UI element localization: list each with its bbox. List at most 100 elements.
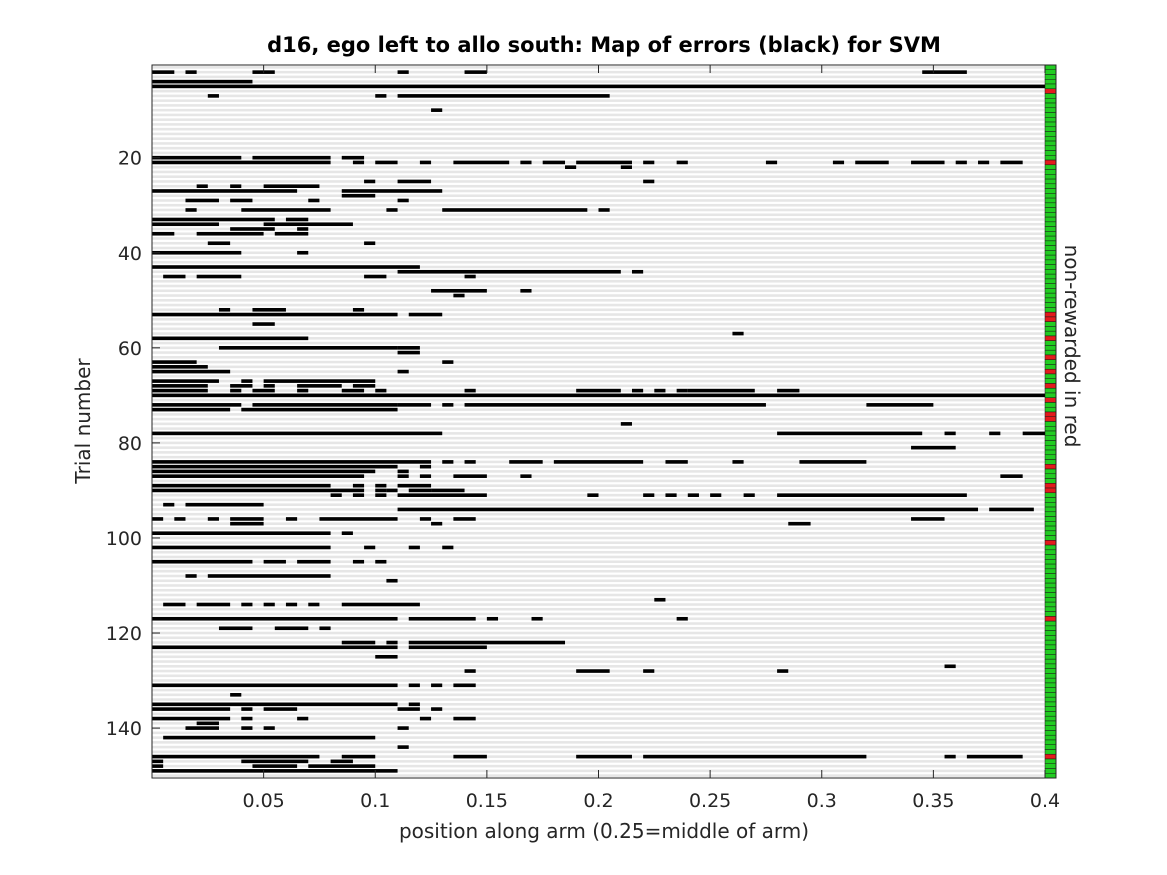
error-segment xyxy=(464,460,476,464)
rewarded-marker xyxy=(1044,155,1057,161)
trial-row xyxy=(152,631,1045,635)
trial-row xyxy=(152,712,1045,716)
error-segment xyxy=(486,616,499,621)
trial-row xyxy=(152,108,1045,112)
rewarded-marker xyxy=(1044,136,1057,142)
error-segment xyxy=(207,94,219,98)
error-segment xyxy=(386,488,398,493)
rewarded-marker xyxy=(1044,193,1057,199)
rewarded-marker xyxy=(1044,592,1057,598)
error-segment xyxy=(152,189,298,193)
error-segment xyxy=(152,702,398,707)
trial-row xyxy=(152,455,1045,459)
rewarded-marker xyxy=(1044,668,1057,674)
rewarded-marker xyxy=(1044,69,1057,75)
error-segment xyxy=(230,227,275,231)
trial-row xyxy=(152,341,1045,345)
trial-row xyxy=(152,484,1045,487)
rewarded-marker xyxy=(1044,521,1057,527)
trial-row xyxy=(152,555,1045,559)
trial-row xyxy=(152,313,1045,316)
error-segment xyxy=(375,160,398,165)
error-segment xyxy=(442,545,454,550)
error-segment xyxy=(397,269,621,274)
rewarded-marker xyxy=(1044,83,1057,90)
trial-row xyxy=(152,322,1045,326)
trial-row xyxy=(152,503,1045,506)
rewarded-marker xyxy=(1044,197,1057,204)
error-segment xyxy=(152,517,164,521)
error-segment xyxy=(152,160,331,165)
non-rewarded-marker xyxy=(1044,540,1057,546)
trial-row xyxy=(152,99,1045,102)
trial-row xyxy=(152,736,1045,739)
non-rewarded-marker xyxy=(1044,483,1057,489)
trial-row xyxy=(152,660,1045,663)
error-segment xyxy=(341,388,365,393)
trial-row xyxy=(152,375,1045,378)
error-segment xyxy=(654,388,666,393)
trial-row xyxy=(152,356,1045,359)
trial-row xyxy=(152,332,1045,335)
error-segment xyxy=(944,664,956,669)
trial-row xyxy=(152,118,1045,121)
non-rewarded-marker xyxy=(1044,88,1057,94)
trial-row xyxy=(152,289,1045,293)
rewarded-marker xyxy=(1044,145,1057,151)
trial-row xyxy=(152,684,1045,687)
error-segment xyxy=(152,483,331,488)
x-tick-label: 0.4 xyxy=(1030,790,1060,812)
error-segment xyxy=(252,322,275,326)
error-segment xyxy=(297,250,309,255)
error-segment xyxy=(408,645,487,650)
rewarded-marker xyxy=(1044,639,1057,646)
error-segment xyxy=(944,431,956,436)
error-segment xyxy=(230,693,242,697)
rewarded-marker xyxy=(1044,98,1057,104)
rewarded-marker xyxy=(1044,254,1057,261)
trial-row xyxy=(152,113,1045,117)
error-segment xyxy=(1000,474,1023,478)
error-segment xyxy=(397,474,409,478)
error-segment xyxy=(576,669,610,673)
trial-row xyxy=(152,470,1045,473)
error-segment xyxy=(665,460,688,464)
rewarded-marker xyxy=(1044,359,1057,365)
trial-row xyxy=(152,398,1045,402)
trial-row xyxy=(152,665,1045,668)
rewarded-marker xyxy=(1044,449,1057,456)
trial-row xyxy=(152,384,1045,388)
error-segment xyxy=(397,179,432,184)
trial-row xyxy=(152,194,1045,197)
error-segment xyxy=(565,165,577,169)
error-segment xyxy=(375,493,387,497)
rewarded-marker xyxy=(1044,174,1057,180)
error-segment xyxy=(241,379,253,383)
error-segment xyxy=(453,754,487,759)
error-segment xyxy=(576,160,632,165)
trial-row xyxy=(152,360,1045,364)
error-segment xyxy=(911,445,956,450)
rewarded-marker xyxy=(1044,597,1057,603)
error-segment xyxy=(620,422,632,426)
error-segments xyxy=(152,70,1045,773)
rewarded-marker xyxy=(1044,207,1057,213)
rewarded-marker xyxy=(1044,330,1057,337)
error-segment xyxy=(152,79,253,84)
trial-row xyxy=(152,465,1045,468)
error-segment xyxy=(587,493,599,497)
rewarded-marker xyxy=(1044,435,1057,441)
rewarded-marker xyxy=(1044,235,1057,242)
error-segment xyxy=(230,384,253,388)
error-segment xyxy=(185,726,219,730)
error-segment xyxy=(989,431,1001,436)
rewarded-marker xyxy=(1044,102,1057,109)
error-segment xyxy=(364,241,376,246)
error-segment xyxy=(152,403,242,407)
error-segment xyxy=(397,745,409,749)
rewarded-marker xyxy=(1044,292,1057,299)
error-segment xyxy=(620,165,632,169)
error-segment xyxy=(1022,431,1045,436)
error-segment xyxy=(375,94,387,98)
error-segment xyxy=(1000,160,1023,165)
